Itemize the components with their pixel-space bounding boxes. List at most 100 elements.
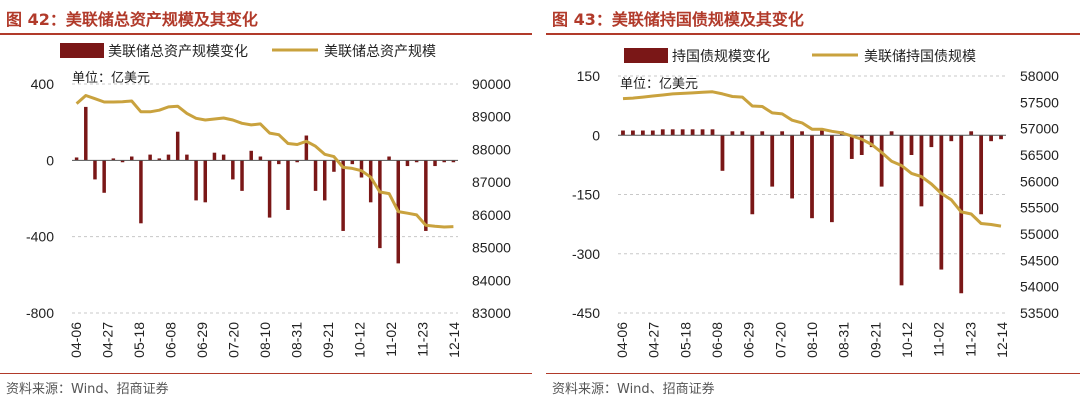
bar — [929, 135, 934, 148]
bar — [84, 106, 88, 161]
bar — [120, 160, 125, 163]
bar — [267, 160, 272, 218]
y-right-tick-label: 86000 — [472, 207, 511, 223]
bar — [74, 157, 79, 161]
bar — [919, 135, 924, 207]
x-tick-label: 06-29 — [741, 322, 757, 358]
x-tick-label: 12-14 — [446, 322, 462, 358]
tick-labels: 400 0 -400 -800 90000 89000 88000 87000 86000 850… — [26, 76, 511, 358]
x-tick-label: 05-18 — [677, 322, 693, 358]
x-tick-label: 11-23 — [415, 322, 431, 357]
y-right-tick-label: 54000 — [1020, 279, 1059, 295]
bar — [770, 135, 775, 187]
bar — [212, 152, 217, 161]
bar — [414, 160, 419, 163]
x-tick-label: 09-21 — [867, 322, 883, 358]
bar — [830, 135, 834, 223]
legend: 美联储总资产规模变化 美联储总资产规模 — [60, 43, 436, 60]
bar — [157, 158, 162, 161]
y-right-tick-label: 90000 — [472, 76, 511, 92]
x-tick-label: 04-27 — [646, 322, 662, 358]
bar — [989, 135, 993, 142]
x-tick-label: 07-20 — [772, 322, 788, 358]
y-right-tick-label: 55000 — [1020, 226, 1059, 242]
x-tick-label: 11-02 — [931, 322, 947, 357]
bar — [790, 135, 794, 199]
bar — [332, 160, 336, 172]
source-rule — [546, 373, 1080, 374]
figure-title: 图 43：美联储持国债规模及其变化 — [552, 10, 804, 29]
title-rule — [546, 33, 1080, 35]
bar — [670, 129, 675, 136]
bar — [700, 129, 705, 136]
source-rule — [0, 373, 532, 374]
bar — [710, 129, 715, 136]
x-tick-label: 04-27 — [100, 322, 116, 358]
bar — [313, 160, 318, 191]
bar — [899, 135, 904, 286]
y-left-tick-label: 0 — [592, 127, 600, 143]
x-tick-label: 06-08 — [709, 322, 725, 358]
x-tick-label: 10-12 — [899, 322, 915, 358]
bar — [859, 135, 864, 155]
gridlines — [72, 83, 458, 314]
y-right-tick-label: 88000 — [472, 141, 511, 157]
y-right-tick-label: 56000 — [1020, 173, 1059, 189]
x-tick-label: 10-12 — [352, 322, 368, 358]
legend-bar-swatch — [60, 43, 104, 58]
y-left-tick-label: -400 — [26, 229, 54, 245]
legend-bar-label: 持国债规模变化 — [672, 49, 770, 65]
chart-treasury-holdings: 150 0 -150 -300 -450 58000 57500 57000 56500 5600… — [572, 48, 1059, 358]
bar — [690, 129, 695, 136]
bar — [148, 154, 152, 161]
bar — [129, 156, 134, 161]
bar — [231, 160, 235, 180]
bar — [451, 160, 456, 163]
bar — [939, 135, 944, 270]
unit-label: 单位：亿美元 — [72, 71, 150, 86]
bar — [631, 130, 635, 136]
x-tick-label: 06-08 — [163, 322, 179, 358]
bar — [185, 154, 189, 161]
bar — [949, 135, 954, 142]
bar — [166, 154, 171, 161]
x-tick-label: 04-06 — [614, 322, 630, 358]
bar — [740, 131, 745, 136]
chart-total-assets: 400 0 -400 -800 90000 89000 88000 87000 86000 850… — [26, 43, 511, 358]
bar — [111, 158, 116, 161]
bar — [680, 129, 685, 136]
y-left-tick-label: 0 — [46, 152, 54, 168]
x-tick-label: 04-06 — [68, 322, 84, 358]
legend: 持国债规模变化 美联储持国债规模 — [624, 48, 976, 65]
y-left-tick-label: -800 — [26, 305, 54, 321]
y-left-tick-label: -300 — [572, 246, 600, 262]
y-left-tick-label: 150 — [577, 68, 601, 84]
y-right-tick-label: 85000 — [472, 240, 511, 256]
bar — [258, 156, 263, 161]
bar — [240, 160, 244, 191]
bar — [295, 160, 299, 163]
x-tick-label: 06-29 — [194, 322, 210, 358]
y-left-tick-label: -450 — [572, 305, 600, 321]
bar — [730, 131, 735, 136]
bar — [660, 129, 665, 136]
bar — [869, 135, 874, 148]
bar — [720, 135, 725, 171]
unit-label: 单位：亿美元 — [620, 77, 698, 92]
x-tick-label: 11-02 — [383, 322, 399, 357]
bar — [969, 131, 974, 136]
bar — [194, 160, 198, 201]
source-note: 资料来源：Wind、招商证券 — [6, 382, 169, 397]
bar — [849, 135, 854, 159]
bar — [304, 135, 309, 161]
bar — [999, 135, 1003, 140]
bar — [359, 160, 364, 178]
legend-line-label: 美联储总资产规模 — [324, 44, 436, 60]
bar — [621, 130, 625, 136]
bar — [959, 135, 964, 294]
bar — [102, 160, 106, 193]
bar — [322, 160, 327, 201]
bar — [378, 160, 382, 249]
y-right-tick-label: 83000 — [472, 305, 511, 321]
legend-bar-swatch — [624, 48, 668, 63]
